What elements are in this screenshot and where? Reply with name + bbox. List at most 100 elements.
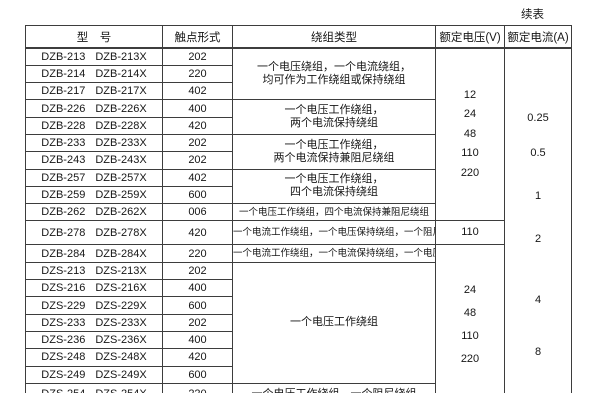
table-row: DZB-228 DZB-228X 420 [25, 116, 572, 135]
model-text-right: DZB-257X [95, 171, 147, 184]
contact-form-cell: 402 [162, 168, 233, 187]
rated-voltage-value: 110 [461, 226, 479, 239]
model-cell: DZS-213 DZS-213X [25, 261, 163, 281]
rated-voltage-value: 110 [461, 147, 479, 160]
model-text-left: DZB-284 [41, 247, 86, 260]
model-text-right: DZB-284X [95, 247, 147, 260]
winding-type-line: 一个电压工作绕组， [284, 104, 384, 117]
model-text-right: DZB-259X [95, 189, 147, 202]
table-row: DZS-249 DZS-249X 600 [25, 365, 572, 384]
rated-current-value: 2 [534, 233, 542, 246]
model-pair: DZS-248 DZS-248X [27, 351, 162, 364]
contact-form-cell: 202 [162, 151, 233, 170]
winding-type-line: 一个电压工作绕组 [290, 316, 378, 329]
model-cell: DZS-254 DZS-254X [25, 382, 163, 393]
rated-voltage-cell: 24 48 110 220 [435, 244, 505, 393]
model-cell: DZB-217 DZB-217X [25, 82, 163, 101]
rated-current-value: 0.25 [527, 112, 549, 125]
winding-type-line: 一个电流工作绕组，一个电流保持绕组，一个电压保持绕组 [233, 248, 435, 260]
winding-type-line: 两个电流保持绕组 [290, 117, 378, 130]
column-header-model: 型 号 [25, 25, 163, 49]
header-row: 型 号 触点形式 绕组类型 额定电压(V) 额定电流(A) [25, 25, 572, 49]
model-text-left: DZS-233 [41, 316, 86, 329]
model-pair: DZB-226 DZB-226X [27, 103, 162, 115]
model-cell: DZS-216 DZS-216X [25, 279, 163, 298]
model-text-right: DZB-214X [95, 67, 147, 80]
contact-form-cell: 006 [162, 203, 233, 222]
model-text-right: DZS-249X [95, 368, 147, 381]
continued-table-label: 续表 [521, 9, 544, 21]
table-row: DZB-217 DZB-217X 402 [25, 82, 572, 101]
model-pair: DZB-233 DZB-233X [27, 137, 162, 149]
contact-form-cell: 220 [162, 244, 233, 263]
table-row: DZS-216 DZS-216X 400 [25, 279, 572, 298]
model-text-left: DZB-257 [41, 171, 86, 184]
model-text-right: DZB-278X [95, 226, 147, 239]
table-body: DZB-213 DZB-213X 202 一个电压绕组，一个电流绕组， 均可作为工作绕组… [25, 47, 572, 393]
model-text-right: DZB-262X [95, 206, 147, 219]
model-text-left: DZS-254 [41, 388, 85, 393]
model-cell: DZB-278 DZB-278X [25, 220, 163, 246]
contact-form-cell: 420 [162, 220, 233, 246]
model-cell: DZB-243 DZB-243X [25, 151, 163, 170]
table-row: DZB-214 DZB-214X 220 [25, 64, 572, 84]
model-cell: DZS-236 DZS-236X [25, 330, 163, 350]
table-row: DZS-229 DZS-229X 600 [25, 296, 572, 315]
winding-type-cell: 一个电压工作绕组， 两个电流保持绕组 [232, 99, 436, 135]
table-row: DZB-278 DZB-278X 420一个电流工作绕组，一个电压保持绕组，一个阻尼… [25, 220, 572, 246]
contact-form-cell: 202 [162, 313, 233, 332]
column-header-contact-form: 触点形式 [162, 25, 233, 49]
winding-type-cell: 一个电压工作绕组， 两个电流保持兼阻尼绕组 [232, 133, 436, 170]
model-pair: DZB-259 DZB-259X [27, 189, 162, 202]
contact-form-cell: 202 [162, 133, 233, 153]
column-header-rated-voltage: 额定电压(V) [435, 25, 505, 49]
contact-form-cell: 600 [162, 296, 233, 315]
model-cell: DZB-284 DZB-284X [25, 244, 163, 263]
winding-type-line: 一个电压绕组，一个电流绕组， [257, 61, 411, 74]
contact-form-cell: 220 [162, 64, 233, 84]
contact-form-cell: 420 [162, 348, 233, 367]
column-header-winding-type: 绕组类型 [232, 25, 436, 49]
model-pair: DZB-214 DZB-214X [27, 67, 162, 80]
rated-voltage-value: 48 [463, 307, 477, 320]
model-cell: DZB-259 DZB-259X [25, 185, 163, 205]
table-row: DZB-233 DZB-233X 202 一个电压工作绕组， 两个电流保持兼阻尼绕组 [25, 133, 572, 170]
contact-form-cell: 220 [162, 382, 233, 393]
model-text-right: DZB-213X [95, 50, 147, 63]
model-pair: DZS-236 DZS-236X [27, 334, 162, 347]
winding-type-line: 均可作为工作绕组或保持绕组 [262, 74, 406, 87]
model-text-right: DZB-217X [95, 85, 147, 98]
contact-form-cell: 420 [162, 116, 233, 135]
rated-voltage-value: 24 [463, 284, 477, 297]
model-text-right: DZS-229X [95, 299, 147, 312]
model-text-left: DZS-249 [41, 368, 86, 381]
model-text-left: DZB-243 [41, 154, 86, 167]
model-text-left: DZS-216 [41, 282, 86, 295]
model-cell: DZS-233 DZS-233X [25, 313, 163, 332]
model-pair: DZS-249 DZS-249X [27, 368, 162, 381]
column-header-rated-current: 额定电流(A) [504, 25, 572, 49]
rated-voltage-value: 24 [463, 108, 477, 121]
contact-form-cell: 400 [162, 99, 233, 118]
winding-type-line: 一个电压工作绕组，一个阻尼绕组 [234, 388, 435, 393]
rated-voltage-cell: 110 [435, 220, 505, 246]
model-text-left: DZS-229 [41, 299, 86, 312]
model-text-left: DZS-236 [41, 334, 86, 347]
model-cell: DZB-262 DZB-262X [25, 203, 163, 222]
model-cell: DZS-249 DZS-249X [25, 365, 163, 384]
model-text-left: DZS-248 [41, 351, 86, 364]
model-pair: DZS-213 DZS-213X [27, 264, 162, 277]
winding-type-cell: 一个电压工作绕组，四个电流保持兼阻尼绕组 [232, 203, 436, 222]
table-row: DZS-248 DZS-248X 420 [25, 348, 572, 367]
model-text-right: DZS-216X [95, 282, 147, 295]
model-cell: DZB-228 DZB-228X [25, 116, 163, 135]
rated-current-value: 8 [534, 345, 542, 358]
model-text-right: DZS-213X [95, 264, 147, 277]
model-text-left: DZS-213 [41, 264, 86, 277]
rated-voltage-value: 12 [463, 88, 477, 101]
model-pair: DZB-217 DZB-217X [27, 85, 162, 98]
spec-table-container: 型 号 触点形式 绕组类型 额定电压(V) 额定电流(A) DZB-213 DZB… [25, 25, 573, 393]
model-cell: DZB-214 DZB-214X [25, 64, 163, 84]
rated-voltage-value: 220 [460, 353, 480, 366]
